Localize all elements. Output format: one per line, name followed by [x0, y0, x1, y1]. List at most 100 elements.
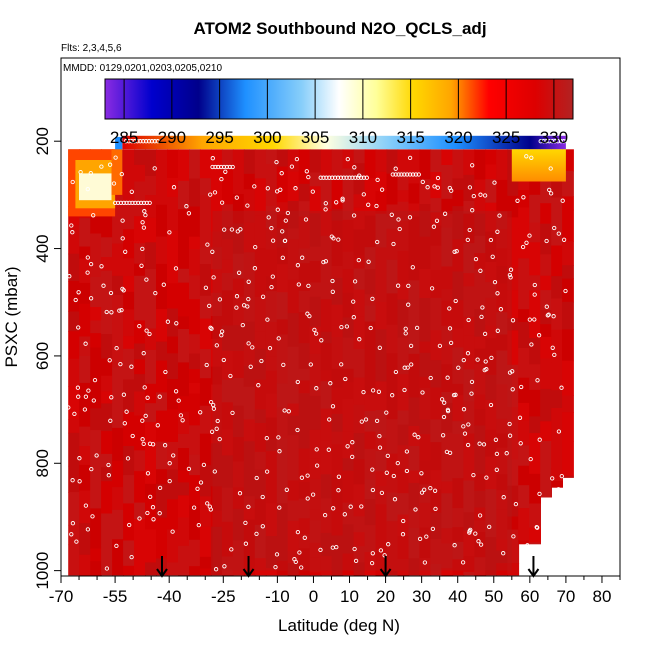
- field-cell: [210, 510, 223, 528]
- sample-point: [410, 172, 416, 177]
- field-cell: [232, 325, 245, 352]
- sample-point: [406, 302, 411, 307]
- field-cell: [320, 266, 333, 300]
- field-cell: [123, 309, 135, 337]
- field-cell: [156, 204, 168, 237]
- sample-point: [129, 139, 134, 144]
- sample-point: [409, 362, 414, 367]
- field-cell: [496, 350, 509, 385]
- sample-point: [567, 139, 572, 144]
- field-cell: [243, 173, 256, 190]
- field-cell: [167, 336, 179, 354]
- field-cell: [397, 337, 410, 361]
- sample-point: [294, 156, 300, 162]
- field-cell: [167, 149, 179, 179]
- sample-point: [147, 200, 152, 206]
- field-cell: [375, 213, 388, 249]
- field-cell: [189, 299, 201, 323]
- field-cell: [167, 469, 179, 500]
- field-cell: [199, 195, 212, 226]
- field-cell: [331, 535, 344, 569]
- colorbar-tick-lines: [123, 79, 555, 119]
- field-cell: [254, 248, 267, 283]
- field-cell: [101, 334, 113, 359]
- x-tick-label: -55: [103, 587, 128, 606]
- sample-point: [173, 266, 179, 271]
- x-tick-label: 80: [593, 587, 612, 606]
- sample-point: [428, 375, 433, 381]
- sample-point: [401, 518, 406, 524]
- field-cell: [134, 481, 146, 504]
- field-cell: [441, 227, 454, 256]
- sample-point: [274, 552, 280, 557]
- field-cell: [397, 201, 410, 222]
- sample-point: [461, 357, 466, 363]
- field-cell: [254, 558, 267, 576]
- sample-point: [425, 185, 430, 190]
- sample-point: [379, 490, 385, 496]
- field-cell: [496, 334, 509, 351]
- sample-point: [345, 156, 350, 162]
- sample-point: [323, 207, 328, 212]
- sample-point: [441, 414, 447, 420]
- sample-point: [507, 433, 513, 438]
- field-cell: [298, 343, 311, 370]
- sample-point: [77, 479, 82, 484]
- field-cell: [309, 186, 322, 214]
- sample-point: [442, 400, 447, 405]
- field-cell: [452, 541, 465, 560]
- field-cell: [496, 312, 509, 335]
- sample-point: [478, 542, 484, 547]
- sample-point: [538, 139, 543, 144]
- sample-point: [77, 456, 82, 461]
- field-cell: [419, 310, 432, 342]
- field-cell: [397, 190, 410, 203]
- sample-point: [419, 490, 425, 495]
- sample-point: [122, 421, 127, 426]
- field-cell: [287, 500, 300, 522]
- field-cell: [518, 402, 530, 421]
- sample-point: [137, 516, 142, 521]
- sample-point: [299, 475, 305, 480]
- field-cell: [79, 258, 91, 284]
- sample-point: [548, 166, 553, 171]
- colorbar: 285 290 295 300 305 310 315 320 325 330: [104, 78, 574, 147]
- sample-point: [129, 364, 134, 369]
- sample-point: [130, 433, 135, 439]
- sample-point: [123, 139, 129, 144]
- field-cell: [331, 277, 344, 306]
- field-cell: [243, 533, 256, 561]
- sample-point: [358, 175, 364, 180]
- field-cell: [485, 325, 498, 339]
- field-cell: [232, 194, 245, 224]
- field-cell: [221, 379, 234, 403]
- sample-point: [511, 534, 516, 539]
- sample-point: [336, 474, 342, 479]
- sample-point: [85, 186, 90, 192]
- field-cell: [430, 512, 443, 540]
- sample-point: [352, 165, 357, 170]
- colorbar-tick-label: 295: [205, 128, 233, 147]
- field-cell: [287, 460, 300, 481]
- sample-point: [515, 198, 520, 203]
- field-cell: [364, 149, 377, 179]
- field-cell: [123, 565, 135, 576]
- field-cell: [540, 275, 552, 291]
- sample-point: [139, 263, 144, 268]
- field-cell: [507, 267, 520, 291]
- field-cell: [441, 481, 454, 494]
- sample-point: [163, 369, 168, 375]
- field-cell: [309, 509, 322, 521]
- field-cell: [441, 165, 454, 200]
- sample-point: [452, 249, 457, 254]
- field-cell: [320, 178, 333, 210]
- sample-point: [76, 290, 81, 295]
- sample-point: [361, 192, 366, 197]
- field-cell: [210, 338, 223, 367]
- colorbar-tick-labels: 285 290 295 300 305 310 315 320 325 330: [110, 128, 568, 147]
- field-cell: [463, 316, 476, 336]
- field-cell: [353, 433, 366, 460]
- field-cell: [210, 526, 223, 546]
- field-cell: [79, 282, 91, 305]
- flights-label: Flts: 2,3,4,5,6: [61, 43, 122, 54]
